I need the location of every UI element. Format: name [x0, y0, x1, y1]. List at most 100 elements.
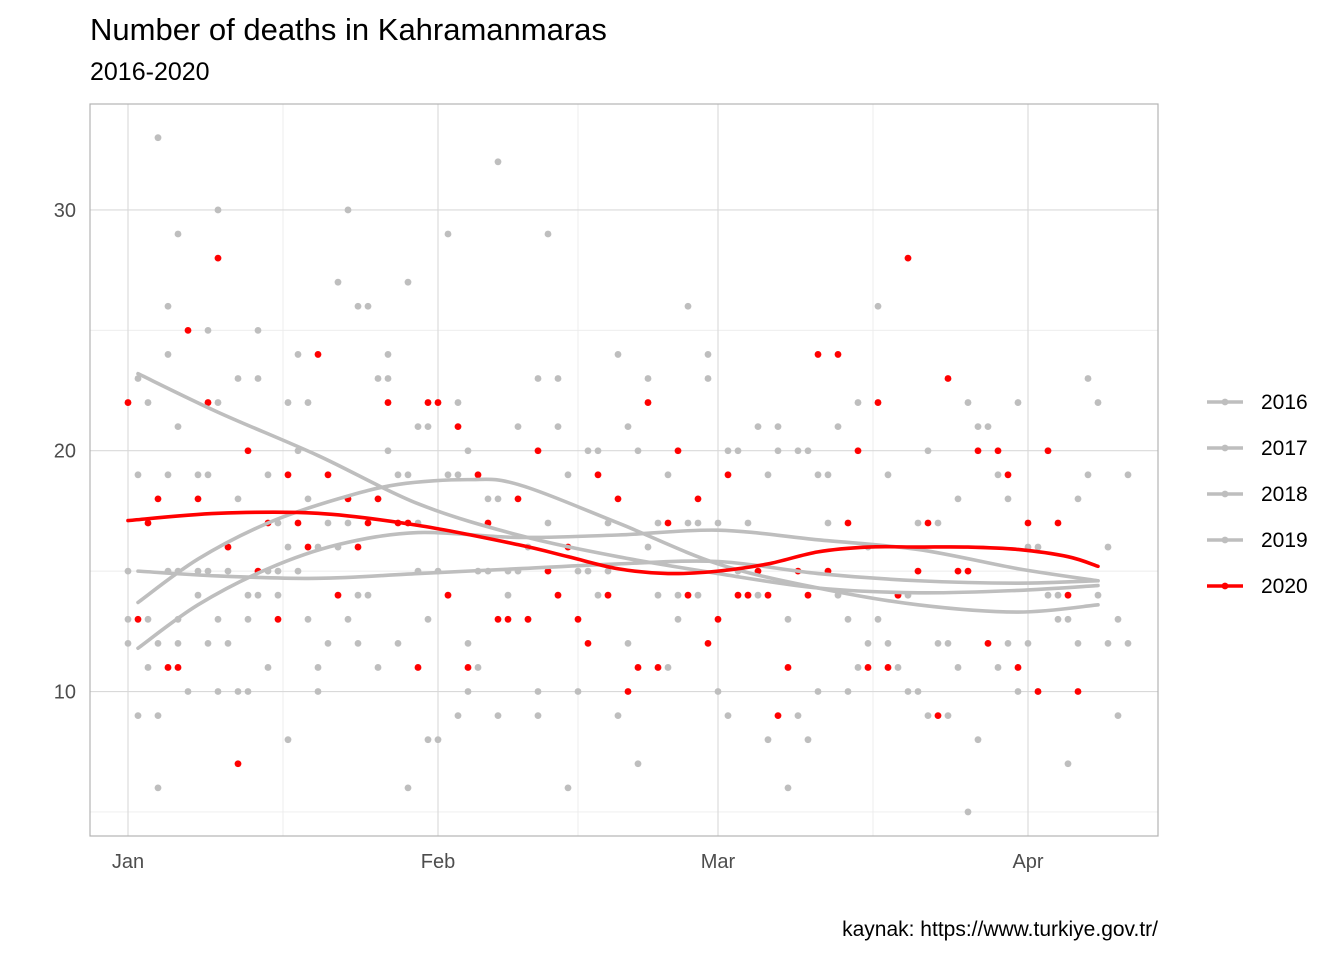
data-point-2020: [524, 615, 532, 623]
data-point-grey: [794, 712, 802, 720]
data-point-grey: [764, 736, 772, 744]
data-point-grey: [934, 639, 942, 647]
data-point-grey: [174, 639, 182, 647]
data-point-grey: [534, 375, 542, 382]
data-point-2020: [974, 447, 982, 455]
data-point-grey: [674, 615, 682, 623]
data-point-grey: [664, 471, 672, 479]
data-point-grey: [344, 615, 352, 623]
data-point-2020: [444, 591, 452, 599]
data-point-grey: [584, 447, 592, 455]
data-point-2020: [584, 639, 592, 647]
data-point-2020: [1024, 519, 1032, 527]
data-point-grey: [234, 688, 242, 695]
data-point-grey: [164, 302, 172, 310]
data-point-grey: [1034, 543, 1042, 551]
lines-layer: [126, 371, 1100, 650]
data-point-grey: [964, 399, 972, 406]
data-point-grey: [384, 351, 392, 358]
data-point-grey: [714, 688, 722, 695]
legend-label-2019: 2019: [1261, 529, 1308, 552]
data-point-grey: [814, 688, 822, 695]
data-point-grey: [314, 688, 322, 695]
data-point-grey: [844, 688, 852, 695]
legend-label-2017: 2017: [1261, 437, 1308, 460]
data-point-grey: [534, 688, 542, 695]
points-layer: [124, 134, 1132, 816]
data-point-2020: [774, 712, 782, 720]
data-point-2020: [184, 326, 192, 334]
data-point-grey: [654, 519, 662, 527]
data-point-2020: [174, 664, 182, 671]
data-point-2020: [614, 495, 622, 503]
x-tick-label: Jan: [112, 851, 144, 873]
data-point-2020: [844, 519, 852, 527]
data-point-2020: [664, 519, 672, 527]
data-point-grey: [214, 206, 222, 214]
data-point-grey: [324, 519, 332, 527]
data-point-grey: [754, 423, 762, 431]
data-point-2020: [984, 639, 992, 647]
data-point-grey: [654, 591, 662, 599]
data-point-2020: [914, 567, 922, 575]
data-point-grey: [294, 351, 302, 358]
data-point-2020: [1064, 591, 1072, 599]
data-point-grey: [824, 471, 832, 479]
data-point-grey: [354, 591, 362, 599]
data-point-2020: [1004, 471, 1012, 479]
data-point-grey: [614, 351, 622, 358]
data-point-grey: [774, 423, 782, 431]
data-point-grey: [294, 567, 302, 575]
data-point-grey: [594, 447, 602, 455]
data-point-grey: [764, 471, 772, 479]
data-point-grey: [824, 519, 832, 527]
data-point-grey: [154, 784, 162, 792]
data-point-grey: [244, 615, 252, 623]
data-point-2020: [694, 495, 702, 503]
data-point-grey: [544, 230, 552, 238]
data-point-grey: [514, 423, 522, 431]
data-point-2020: [994, 447, 1002, 455]
data-point-2020: [204, 399, 212, 406]
data-point-grey: [634, 447, 642, 455]
data-point-grey: [504, 591, 512, 599]
data-point-grey: [1084, 375, 1092, 382]
legend-label-2018: 2018: [1261, 483, 1308, 506]
data-point-grey: [444, 230, 452, 238]
data-point-2020: [764, 591, 772, 599]
data-point-2020: [534, 447, 542, 455]
data-point-2020: [164, 664, 172, 671]
data-point-grey: [924, 712, 932, 720]
data-point-grey: [1074, 495, 1082, 503]
data-point-grey: [904, 688, 912, 695]
grid-minor: [90, 104, 1158, 836]
smooth-line-2017: [136, 371, 1100, 595]
data-point-grey: [724, 447, 732, 455]
data-point-grey: [344, 206, 352, 214]
data-point-grey: [204, 326, 212, 334]
data-point-grey: [134, 471, 142, 479]
grid-major: [90, 104, 1158, 836]
data-point-2020: [334, 591, 342, 599]
data-point-grey: [224, 639, 232, 647]
data-point-grey: [614, 712, 622, 720]
x-tick-label: Feb: [421, 851, 455, 873]
data-point-2020: [144, 519, 152, 527]
data-point-grey: [644, 543, 652, 551]
data-point-grey: [884, 471, 892, 479]
panel-border: [89, 103, 1159, 837]
legend: 2016 2017 2018 2019 2020: [1207, 391, 1308, 598]
data-point-2020: [374, 495, 382, 503]
data-point-grey: [704, 375, 712, 382]
data-point-2020: [864, 664, 872, 671]
data-point-grey: [164, 471, 172, 479]
data-point-grey: [774, 447, 782, 455]
data-point-grey: [864, 639, 872, 647]
data-point-grey: [194, 471, 202, 479]
data-point-grey: [734, 447, 742, 455]
data-point-2020: [124, 399, 132, 406]
data-point-2020: [714, 615, 722, 623]
smooth-line-2018: [136, 528, 1100, 650]
data-point-grey: [584, 567, 592, 575]
